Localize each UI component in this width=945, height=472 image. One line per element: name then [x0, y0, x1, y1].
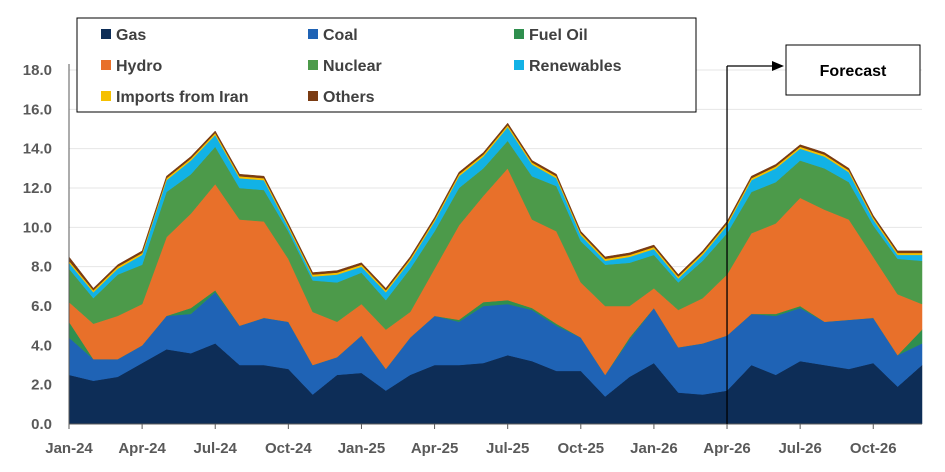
- x-tick-label: Jan-24: [45, 440, 93, 457]
- forecast-annotation: Forecast: [726, 44, 921, 424]
- forecast-label-box: [785, 44, 921, 96]
- legend-label-gas: Gas: [116, 27, 146, 44]
- legend-label-hydro: Hydro: [116, 58, 162, 75]
- y-tick-label: 8.0: [31, 259, 52, 276]
- x-tick-label: Jan-25: [338, 440, 386, 457]
- plot-areas: [68, 122, 923, 425]
- legend-label-nuclear: Nuclear: [323, 58, 382, 75]
- legend-swatch-renewables: [514, 60, 524, 70]
- legend-label-imports-from-iran: Imports from Iran: [116, 89, 248, 106]
- legend-swatch-others: [308, 91, 318, 101]
- y-tick-label: 10.0: [23, 219, 52, 236]
- x-tick-label: Oct-25: [557, 440, 604, 457]
- y-tick-label: 0.0: [31, 416, 52, 433]
- x-tick-label: Oct-26: [850, 440, 897, 457]
- forecast-arrow-head-icon: [772, 61, 784, 71]
- area-series-others: [68, 122, 923, 291]
- legend-swatch-fuel-oil: [514, 29, 524, 39]
- legend-swatch-nuclear: [308, 60, 318, 70]
- x-tick-label: Jul-25: [486, 440, 529, 457]
- x-tick-label: Apr-24: [118, 440, 166, 457]
- x-tick-label: Jul-24: [194, 440, 238, 457]
- legend-box: [76, 17, 697, 113]
- y-tick-label: 14.0: [23, 141, 52, 158]
- legend-swatch-coal: [308, 29, 318, 39]
- x-tick-label: Oct-24: [265, 440, 312, 457]
- y-tick-label: 12.0: [23, 180, 52, 197]
- x-tick-label: Apr-26: [703, 440, 751, 457]
- forecast-label: Forecast: [820, 63, 887, 80]
- legend-label-coal: Coal: [323, 27, 358, 44]
- legend: Gas Coal Fuel Oil Hydro Nuclear Renewables Imp…: [76, 17, 697, 113]
- x-tick-labels: Jan-24 Apr-24 Jul-24 Oct-24 Jan-25 Apr-25 Jul-…: [45, 424, 897, 457]
- legend-swatch-imports-from-iran: [101, 91, 111, 101]
- y-tick-label: 18.0: [23, 62, 52, 79]
- axes: [68, 64, 922, 425]
- y-tick-label: 16.0: [23, 101, 52, 118]
- x-tick-label: Jul-26: [778, 440, 821, 457]
- y-tick-label: 4.0: [31, 337, 52, 354]
- legend-label-others: Others: [323, 89, 375, 106]
- legend-label-fuel-oil: Fuel Oil: [529, 27, 588, 44]
- x-tick-label: Apr-25: [411, 440, 459, 457]
- y-tick-label: 6.0: [31, 298, 52, 315]
- y-tick-labels: 0.0 2.0 4.0 6.0 8.0 10.0 12.0 14.0 16.0 18.0: [23, 62, 52, 433]
- legend-label-renewables: Renewables: [529, 58, 622, 75]
- legend-swatch-hydro: [101, 60, 111, 70]
- y-tick-label: 2.0: [31, 377, 52, 394]
- legend-swatch-gas: [101, 29, 111, 39]
- x-tick-label: Jan-26: [630, 440, 678, 457]
